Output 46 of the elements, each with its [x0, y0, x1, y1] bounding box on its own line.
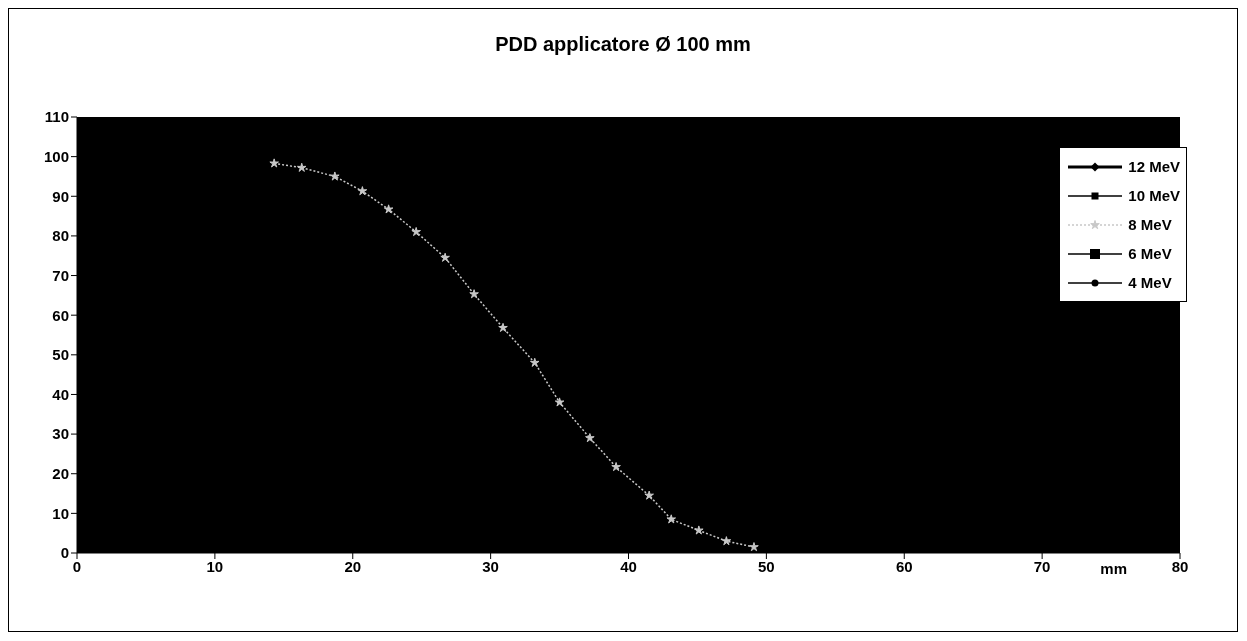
- point: [296, 162, 307, 172]
- y-tick-label: 30: [52, 425, 69, 443]
- x-tick-label: 10: [206, 557, 224, 575]
- point: [611, 461, 621, 472]
- y-tick-label: 80: [52, 227, 69, 245]
- legend-label: 8 MeV: [1128, 216, 1172, 233]
- point: [529, 357, 540, 367]
- x-axis-title: mm: [1100, 560, 1127, 577]
- y-tick-label: 110: [44, 108, 69, 126]
- x-tick-label: 50: [758, 557, 775, 575]
- point: [666, 514, 677, 524]
- chart-title: PDD applicatore Ø 100 mm: [494, 33, 752, 57]
- x-tick-label: 30: [482, 557, 499, 575]
- point: [694, 525, 704, 535]
- legend-label: 12 MeV: [1128, 158, 1180, 175]
- y-tick-label: 0: [60, 544, 69, 562]
- point: [749, 542, 759, 552]
- y-tick-label: 90: [52, 187, 69, 205]
- y-tick-label: 50: [52, 346, 69, 364]
- legend-label: 6 MeV: [1128, 245, 1172, 262]
- point: [330, 171, 340, 181]
- point: [357, 186, 368, 196]
- x-tick-label: 60: [895, 557, 913, 575]
- point: [269, 158, 279, 168]
- y-tick-label: 100: [43, 147, 69, 165]
- x-tick-label: 20: [344, 557, 362, 575]
- point: [383, 204, 394, 214]
- x-tick-label: 0: [72, 557, 82, 575]
- y-tick-label: 20: [52, 465, 69, 483]
- point: [644, 490, 654, 500]
- point: [585, 433, 595, 443]
- point: [411, 226, 421, 237]
- x-tick-label: 70: [1033, 557, 1051, 575]
- y-tick-label: 70: [52, 266, 69, 284]
- point: [721, 536, 732, 546]
- point: [440, 252, 450, 262]
- y-tick-label: 60: [52, 306, 69, 324]
- legend-label: 10 MeV: [1128, 187, 1180, 204]
- x-tick-label: 40: [620, 557, 637, 575]
- point: [498, 322, 508, 333]
- y-tick-label: 40: [52, 385, 69, 403]
- point: [554, 397, 565, 407]
- x-tick-label: 80: [1171, 557, 1189, 575]
- legend-label: 4 MeV: [1128, 274, 1172, 291]
- y-tick-label: 10: [52, 504, 69, 522]
- point: [469, 289, 479, 299]
